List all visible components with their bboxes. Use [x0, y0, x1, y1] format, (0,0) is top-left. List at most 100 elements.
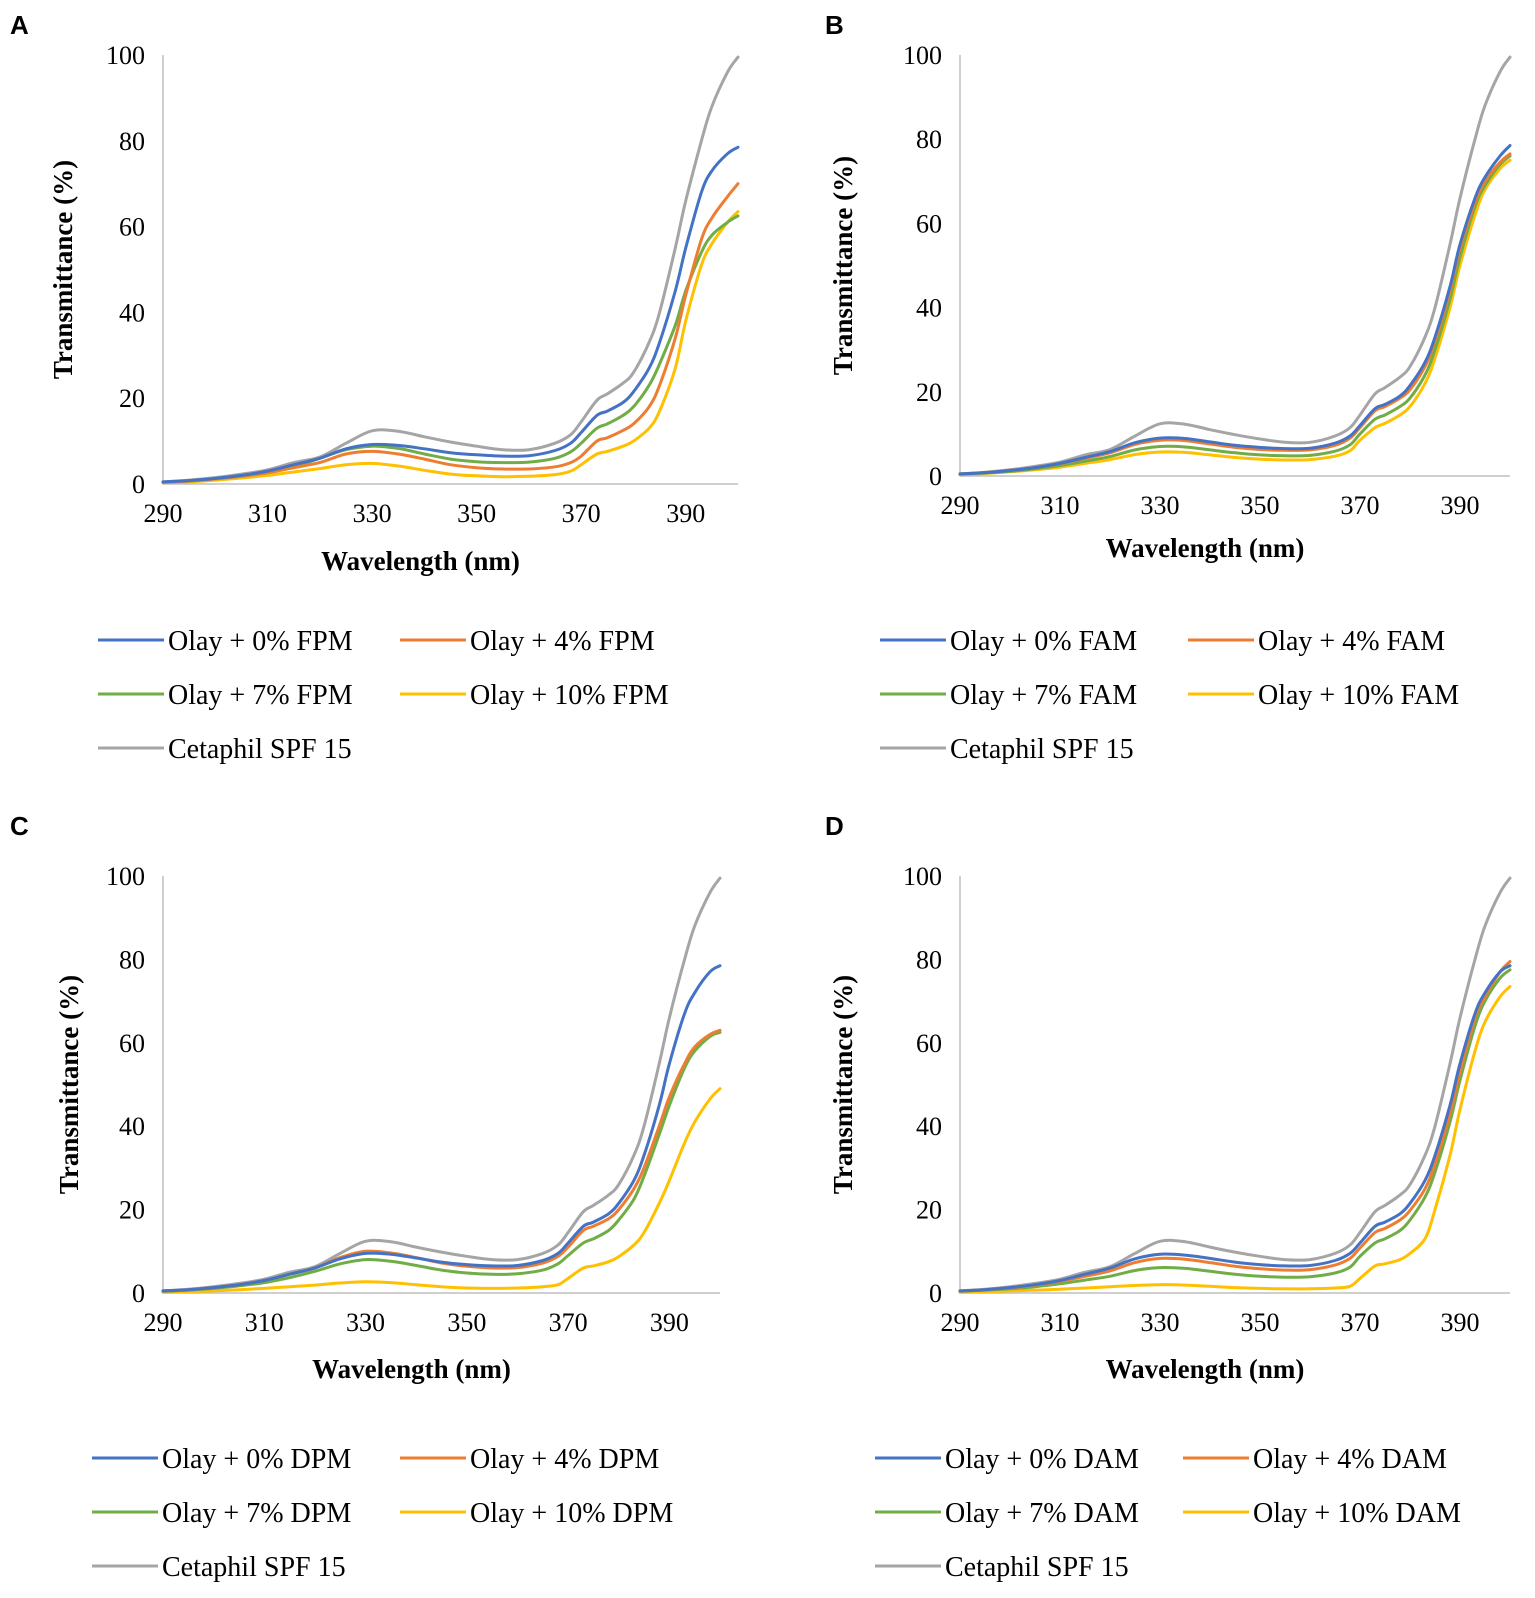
y-tick-label: 0 — [929, 462, 942, 491]
x-tick-label: 330 — [1141, 491, 1180, 520]
legend-label: Olay + 0% DPM — [162, 1444, 351, 1475]
x-tick-label: 290 — [941, 491, 980, 520]
legend: Olay + 0% DAM Olay + 4% DAM Olay + 7% DAM O… — [875, 1444, 1461, 1583]
x-tick-label: 330 — [346, 1308, 385, 1337]
y-tick-label: 100 — [106, 41, 145, 70]
series-line-cetaphil-spf-15 — [161, 876, 722, 1293]
y-tick-label: 20 — [916, 1196, 942, 1225]
legend-label: Olay + 0% DAM — [945, 1444, 1139, 1475]
x-tick-label: 370 — [549, 1308, 588, 1337]
x-tick-label: 390 — [1441, 491, 1480, 520]
legend-label: Cetaphil SPF 15 — [162, 1552, 346, 1583]
x-axis-title: Wavelength (nm) — [321, 546, 520, 576]
x-tick-label: 290 — [941, 1308, 980, 1337]
x-tick-label: 310 — [245, 1308, 284, 1337]
legend: Olay + 0% FPM Olay + 4% FPM Olay + 7% FPM O… — [98, 626, 669, 765]
y-tick-label: 60 — [119, 213, 145, 242]
y-tick-label: 0 — [929, 1279, 942, 1308]
x-axis-title: Wavelength (nm) — [1106, 533, 1305, 563]
y-tick-label: 20 — [119, 1196, 145, 1225]
y-tick-label: 100 — [106, 862, 145, 891]
x-tick-label: 290 — [144, 499, 183, 528]
x-tick-label: 390 — [650, 1308, 689, 1337]
legend-label: Olay + 7% FPM — [168, 680, 353, 711]
y-tick-label: 40 — [119, 1112, 145, 1141]
series-line-olay-4-fam — [958, 152, 1512, 476]
y-axis-title: Transmittance (%) — [48, 160, 78, 379]
y-tick-label: 40 — [916, 1112, 942, 1141]
series-line-cetaphil-spf-15 — [958, 55, 1512, 476]
series-line-olay-4-fpm — [161, 182, 740, 484]
series-line-olay-0-dpm — [161, 964, 722, 1293]
panel-letter: B — [825, 10, 844, 40]
legend-label: Olay + 7% FAM — [950, 680, 1137, 711]
y-tick-label: 20 — [119, 384, 145, 413]
series-line-olay-4-dam — [958, 960, 1512, 1293]
y-axis-title: Transmittance (%) — [828, 156, 858, 375]
x-tick-label: 370 — [562, 499, 601, 528]
chart-panel-b: B 0 20 40 60 80 100 290 310 330 350 370 390 Wavelengt… — [825, 10, 1512, 765]
y-tick-label: 80 — [119, 127, 145, 156]
y-tick-label: 60 — [916, 209, 942, 238]
legend-label: Olay + 10% DAM — [1253, 1498, 1461, 1529]
legend-label: Olay + 4% DAM — [1253, 1444, 1447, 1475]
legend-label: Olay + 7% DAM — [945, 1498, 1139, 1529]
x-tick-label: 350 — [1241, 1308, 1280, 1337]
y-axis-title: Transmittance (%) — [828, 975, 858, 1194]
legend-label: Olay + 7% DPM — [162, 1498, 351, 1529]
series-line-olay-7-fam — [958, 154, 1512, 476]
x-tick-label: 290 — [144, 1308, 183, 1337]
y-tick-label: 60 — [119, 1029, 145, 1058]
panel-letter: D — [825, 811, 844, 841]
y-tick-label: 40 — [119, 298, 145, 327]
x-tick-label: 350 — [457, 499, 496, 528]
legend-label: Olay + 4% FAM — [1258, 626, 1445, 657]
series-line-olay-10-fam — [958, 158, 1512, 477]
y-tick-label: 100 — [903, 41, 942, 70]
chart-panel-c: C 0 20 40 60 80 100 290 310 330 350 370 390 Wavelengt… — [10, 811, 722, 1583]
x-axis-title: Wavelength (nm) — [1106, 1354, 1305, 1384]
x-tick-label: 350 — [447, 1308, 486, 1337]
legend-label: Cetaphil SPF 15 — [168, 734, 352, 765]
legend-label: Cetaphil SPF 15 — [945, 1552, 1129, 1583]
legend: Olay + 0% DPM Olay + 4% DPM Olay + 7% DPM O… — [92, 1444, 673, 1583]
legend-label: Olay + 10% DPM — [470, 1498, 673, 1529]
legend-label: Olay + 4% DPM — [470, 1444, 659, 1475]
legend-label: Olay + 0% FAM — [950, 626, 1137, 657]
series-line-olay-7-dpm — [161, 1030, 722, 1293]
y-tick-label: 0 — [132, 1279, 145, 1308]
x-tick-label: 370 — [1341, 491, 1380, 520]
series-line-olay-10-dpm — [161, 1087, 722, 1294]
panel-letter: A — [10, 10, 29, 40]
series-line-olay-10-fpm — [161, 210, 740, 485]
y-tick-label: 40 — [916, 294, 942, 323]
legend-label: Olay + 10% FAM — [1258, 680, 1459, 711]
x-tick-label: 390 — [666, 499, 705, 528]
chart-panel-d: D 0 20 40 60 80 100 290 310 330 350 370 390 Wavelengt… — [825, 811, 1512, 1583]
x-tick-label: 330 — [353, 499, 392, 528]
series-line-cetaphil-spf-15 — [161, 55, 740, 484]
legend-label: Olay + 10% FPM — [470, 680, 669, 711]
x-tick-label: 350 — [1241, 491, 1280, 520]
x-tick-label: 330 — [1141, 1308, 1180, 1337]
legend-label: Olay + 4% FPM — [470, 626, 655, 657]
y-tick-label: 100 — [903, 862, 942, 891]
x-tick-label: 310 — [1041, 491, 1080, 520]
y-tick-label: 0 — [132, 470, 145, 499]
legend: Olay + 0% FAM Olay + 4% FAM Olay + 7% FAM O… — [880, 626, 1459, 765]
legend-label: Olay + 0% FPM — [168, 626, 353, 657]
series-line-olay-10-dam — [958, 985, 1512, 1294]
x-tick-label: 390 — [1441, 1308, 1480, 1337]
series-line-olay-0-fpm — [161, 145, 740, 484]
series-line-olay-7-dam — [958, 968, 1512, 1293]
series-line-olay-0-dam — [958, 964, 1512, 1293]
y-tick-label: 60 — [916, 1029, 942, 1058]
y-tick-label: 80 — [916, 945, 942, 974]
series-line-cetaphil-spf-15 — [958, 876, 1512, 1293]
x-tick-label: 370 — [1341, 1308, 1380, 1337]
x-axis-title: Wavelength (nm) — [312, 1354, 511, 1384]
y-tick-label: 80 — [119, 945, 145, 974]
series-line-olay-0-fam — [958, 144, 1512, 476]
y-tick-label: 20 — [916, 378, 942, 407]
